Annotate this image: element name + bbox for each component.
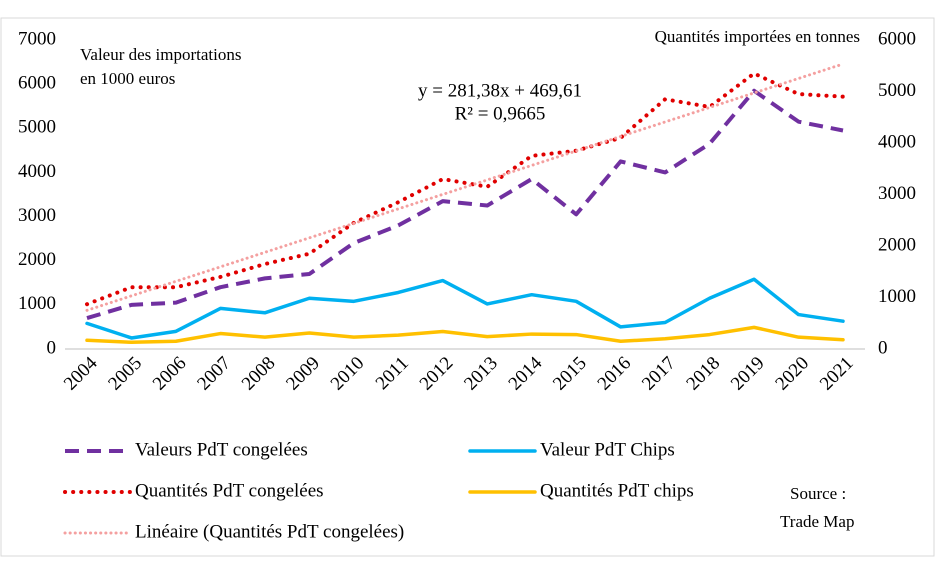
y-tick-label: 2000 bbox=[18, 249, 56, 270]
series-line bbox=[85, 325, 845, 345]
series-line bbox=[85, 71, 845, 307]
y2-tick-label: 2000 bbox=[878, 234, 916, 255]
source: Trade Map bbox=[780, 512, 854, 531]
y2-tick-label: 0 bbox=[878, 337, 888, 358]
y-tick-label: 0 bbox=[47, 337, 57, 358]
legend-label: Valeur PdT Chips bbox=[540, 439, 675, 460]
legend-label: Linéaire (Quantités PdT congelées) bbox=[135, 521, 404, 542]
y-axis-label: en 1000 euros bbox=[80, 69, 175, 88]
series-line bbox=[85, 62, 845, 312]
y2-tick-label: 4000 bbox=[878, 131, 916, 152]
y2-axis-label: Quantités importées en tonnes bbox=[655, 27, 860, 46]
series-line bbox=[85, 277, 845, 340]
series-line bbox=[86, 88, 844, 321]
y-tick-label: 6000 bbox=[18, 73, 56, 94]
y2-tick-label: 6000 bbox=[878, 28, 916, 49]
y2-tick-label: 1000 bbox=[878, 286, 916, 307]
y-tick-label: 3000 bbox=[18, 205, 56, 226]
y-tick-label: 5000 bbox=[18, 117, 56, 138]
source: Source : bbox=[790, 484, 846, 503]
y-tick-label: 7000 bbox=[18, 28, 56, 49]
legend-label: Quantités PdT chips bbox=[540, 480, 694, 501]
legend-label: Quantités PdT congelées bbox=[135, 480, 324, 501]
y-tick-label: 1000 bbox=[18, 293, 56, 314]
y-axis-label: Valeur des importations bbox=[80, 45, 241, 64]
y-tick-label: 4000 bbox=[18, 161, 56, 182]
legend-label: Valeurs PdT congelées bbox=[135, 439, 308, 460]
y2-tick-label: 5000 bbox=[878, 80, 916, 101]
annotation: y = 281,38x + 469,61 bbox=[418, 80, 582, 101]
annotation: R² = 0,9665 bbox=[455, 103, 546, 124]
y2-tick-label: 3000 bbox=[878, 183, 916, 204]
